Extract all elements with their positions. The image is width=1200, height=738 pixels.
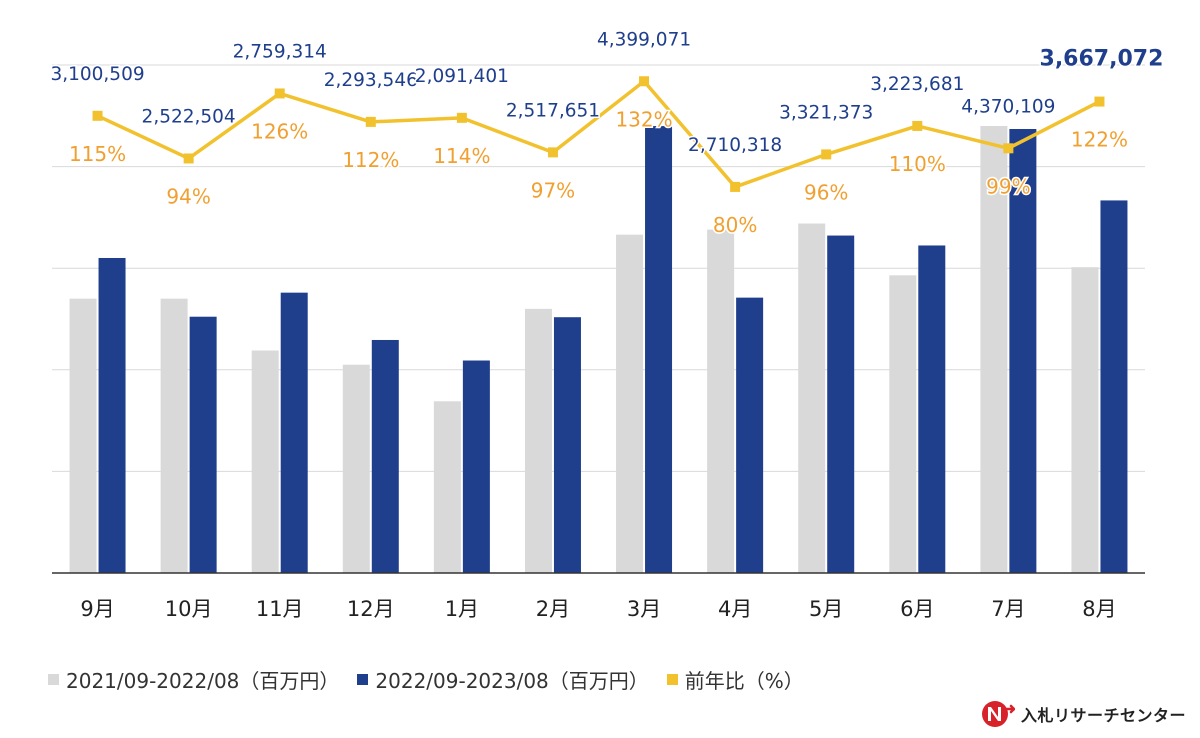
yoy-marker — [730, 181, 741, 192]
bar-current-year — [553, 317, 581, 573]
x-tick-label: 12月 — [347, 597, 395, 621]
x-tick-label: 7月 — [991, 597, 1025, 621]
bar-current-year — [280, 292, 308, 573]
yoy-value-label: 99% — [986, 174, 1030, 198]
bar-current-year — [645, 126, 673, 574]
legend-swatch-current-year — [357, 673, 369, 685]
yoy-line — [96, 79, 1101, 189]
yoy-marker — [183, 153, 194, 164]
bar-value-label: 2,091,401 — [415, 66, 509, 87]
legend-label-yoy: 前年比（%） — [684, 668, 804, 693]
yoy-marker — [547, 147, 558, 158]
bar-value-label: 4,370,109 — [961, 96, 1055, 117]
x-tick-label: 9月 — [80, 597, 114, 621]
yoy-value-label: 80% — [713, 213, 757, 237]
x-tick-label: 2月 — [536, 597, 570, 621]
bar-current-year — [98, 257, 126, 573]
bar-prev-year — [889, 275, 917, 573]
bar-value-label: 3,667,072 — [1040, 47, 1164, 72]
yoy-value-label: 112% — [342, 148, 399, 172]
bar-prev-year — [616, 234, 644, 573]
bar-prev-year — [980, 125, 1008, 574]
bar-prev-year — [342, 364, 370, 573]
yoy-value-label: 122% — [1071, 128, 1128, 152]
yoy-value-label: 97% — [531, 178, 575, 202]
x-tick-label: 6月 — [900, 597, 934, 621]
yoy-marker — [1094, 96, 1105, 107]
yoy-marker — [365, 116, 376, 127]
legend-item-current-year: 2022/09-2023/08（百万円） — [357, 665, 649, 694]
x-tick-label: 8月 — [1082, 597, 1116, 621]
brand-logo-icon — [981, 701, 1015, 727]
x-tick-label: 4月 — [718, 597, 752, 621]
yoy-marker — [456, 112, 467, 123]
bar-value-label: 3,321,373 — [779, 102, 873, 123]
x-tick-label: 11月 — [256, 597, 304, 621]
bar-value-label: 4,399,071 — [597, 29, 691, 50]
x-tick-label: 10月 — [165, 597, 213, 621]
bar-value-label: 2,517,651 — [506, 100, 600, 121]
yoy-marker — [92, 110, 103, 121]
legend-label-prev-year: 2021/09-2022/08（百万円） — [66, 668, 340, 693]
yoy-marker — [821, 149, 832, 160]
bar-prev-year — [160, 298, 188, 573]
legend: 2021/09-2022/08（百万円） 2022/09-2023/08（百万円… — [48, 664, 822, 694]
x-tick-label: 3月 — [627, 597, 661, 621]
bar-prev-year — [1071, 267, 1099, 573]
yoy-value-label: 126% — [251, 119, 308, 143]
bar-prev-year — [798, 223, 826, 573]
yoy-value-label: 114% — [433, 144, 490, 168]
bar-current-year — [827, 235, 855, 573]
yoy-value-label: 115% — [69, 142, 126, 166]
bar-value-label: 2,293,546 — [324, 70, 418, 91]
combo-chart: 115% 94% 126% 112% 114% 97% 132% 80% 96% 110% 99% 1… — [49, 28, 1165, 621]
bar-current-year — [1100, 200, 1128, 574]
yoy-marker — [912, 120, 923, 131]
bar-current-year — [462, 360, 490, 573]
bar-prev-year — [707, 229, 735, 574]
bar-value-label: 3,223,681 — [870, 74, 964, 95]
bar-current-year — [371, 339, 399, 573]
yoy-value-label: 132% — [615, 107, 672, 131]
yoy-marker — [274, 88, 285, 99]
bar-current-year — [736, 297, 764, 573]
bar-value-label: 2,759,314 — [233, 41, 327, 62]
brand-logo: 入札リサーチセンター — [981, 700, 1186, 728]
legend-label-current-year: 2022/09-2023/08（百万円） — [375, 668, 649, 693]
x-tick-label: 1月 — [445, 597, 479, 621]
yoy-value-label: 110% — [889, 152, 946, 176]
legend-item-yoy: 前年比（%） — [666, 665, 804, 694]
yoy-marker — [639, 76, 650, 87]
legend-item-prev-year: 2021/09-2022/08（百万円） — [48, 665, 339, 694]
bar-prev-year — [524, 308, 552, 573]
bar-current-year — [1009, 128, 1037, 573]
bar-value-label: 2,522,504 — [142, 106, 236, 127]
x-tick-label: 5月 — [809, 597, 843, 621]
bar-value-label: 2,710,318 — [688, 135, 782, 156]
bar-current-year — [189, 316, 217, 573]
legend-swatch-prev-year — [48, 673, 59, 685]
yoy-value-label: 96% — [804, 180, 848, 204]
bar-value-label: 3,100,509 — [50, 64, 144, 85]
brand-name: 入札リサーチセンター — [1020, 706, 1186, 725]
bar-prev-year — [69, 298, 97, 573]
yoy-value-label: 94% — [166, 184, 210, 208]
bar-prev-year — [433, 401, 461, 573]
bar-prev-year — [251, 350, 279, 573]
yoy-marker — [1003, 143, 1014, 154]
bar-current-year — [918, 245, 946, 574]
legend-swatch-yoy — [666, 673, 678, 685]
